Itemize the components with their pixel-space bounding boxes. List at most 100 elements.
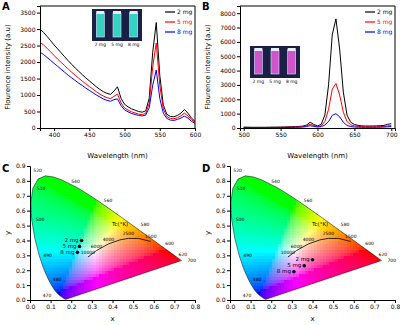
cie-fill-cell	[57, 268, 60, 271]
cie-fill-cell	[75, 226, 78, 229]
cie-fill-cell	[260, 244, 263, 247]
cie-fill-cell	[63, 193, 66, 196]
cie-fill-cell	[245, 175, 248, 178]
cie-fill-cell	[162, 250, 165, 253]
cie-fill-cell	[245, 247, 248, 250]
cie-fill-cell	[105, 229, 108, 232]
cie-fill-cell	[66, 280, 69, 283]
cie-fill-cell	[39, 199, 42, 202]
cie-fill-cell	[63, 277, 66, 280]
spectrum-line	[244, 19, 392, 127]
cie-fill-cell	[96, 223, 99, 226]
cie-fill-cell	[93, 274, 96, 277]
cie-fill-cell	[251, 265, 254, 268]
cie-fill-cell	[45, 193, 48, 196]
cie-fill-cell	[248, 268, 251, 271]
cuvette	[130, 13, 138, 37]
cie-fill-cell	[81, 274, 84, 277]
y-tick: 0.6	[16, 207, 30, 214]
cie-fill-cell	[147, 265, 150, 268]
cie-fill-cell	[272, 220, 275, 223]
cie-fill-cell	[45, 181, 48, 184]
cie-fill-cell	[257, 283, 260, 286]
data-layer	[230, 175, 382, 300]
cie-fill-cell	[114, 235, 117, 238]
y-tick: 1500	[20, 75, 40, 82]
legend-swatch	[165, 21, 175, 22]
cie-fill-cell	[263, 211, 266, 214]
cie-fill-cell	[75, 259, 78, 262]
cie-fill-cell	[114, 268, 117, 271]
cie-fill-cell	[132, 262, 135, 265]
cie-fill-cell	[260, 232, 263, 235]
cie-fill-cell	[239, 247, 242, 250]
inset-label: 8 mg	[286, 79, 298, 84]
cie-fill-cell	[105, 271, 108, 274]
cie-fill-cell	[117, 277, 120, 280]
cie-fill-cell	[60, 184, 63, 187]
cie-fill-cell	[245, 202, 248, 205]
cie-fill-cell	[266, 199, 269, 202]
panel: 4704804905005105205405605806006207001500…	[2, 162, 200, 323]
cie-fill-cell	[248, 241, 251, 244]
cie-fill-cell	[87, 274, 90, 277]
cie-fill-cell	[150, 247, 153, 250]
cie-fill-cell	[254, 259, 257, 262]
wavelength-label: 620	[179, 252, 188, 257]
x-tick-label: 500	[119, 131, 131, 138]
y-tick-label: 1500	[20, 75, 35, 82]
cie-fill-cell	[251, 268, 254, 271]
cie-fill-cell	[57, 223, 60, 226]
cie-fill-cell	[257, 193, 260, 196]
cie-fill-cell	[248, 202, 251, 205]
cie-fill-cell	[45, 175, 48, 178]
cuvette-cap	[113, 11, 121, 14]
cie-fill-cell	[117, 244, 120, 247]
cie-fill-cell	[78, 226, 81, 229]
cie-fill-cell	[84, 208, 87, 211]
cie-fill-cell	[272, 208, 275, 211]
cie-fill-cell	[78, 280, 81, 283]
cie-fill-cell	[153, 256, 156, 259]
cie-fill-cell	[60, 193, 63, 196]
cie-fill-cell	[263, 205, 266, 208]
point-label: 8 mg	[60, 249, 74, 256]
cie-fill-cell	[63, 208, 66, 211]
y-tick-mark	[237, 128, 240, 129]
cie-fill-cell	[66, 202, 69, 205]
cie-fill-cell	[63, 226, 66, 229]
cie-fill-cell	[42, 241, 45, 244]
panel-title: A	[2, 1, 10, 12]
cie-fill-cell	[263, 253, 266, 256]
cie-fill-cell	[84, 235, 87, 238]
legend-label: 8 mg	[177, 28, 193, 36]
cie-fill-cell	[251, 241, 254, 244]
cie-fill-cell	[72, 190, 75, 193]
cie-fill-cell	[45, 247, 48, 250]
cie-fill-cell	[51, 235, 54, 238]
cie-fill-cell	[248, 229, 251, 232]
cie-fill-cell	[108, 226, 111, 229]
cie-fill-cell	[84, 217, 87, 220]
cie-fill-cell	[51, 205, 54, 208]
cie-fill-cell	[90, 229, 93, 232]
cie-fill-cell	[87, 271, 90, 274]
cie-fill-cell	[260, 256, 263, 259]
cie-fill-cell	[57, 226, 60, 229]
cie-fill-cell	[99, 274, 102, 277]
cie-fill-cell	[129, 271, 132, 274]
cie-fill-cell	[81, 211, 84, 214]
cie-fill-cell	[87, 211, 90, 214]
cie-fill-cell	[105, 256, 108, 259]
cie-fill-cell	[69, 187, 72, 190]
cie-fill-cell	[63, 229, 66, 232]
chromaticity-point	[76, 251, 80, 255]
cie-fill-cell	[45, 238, 48, 241]
cie-fill-cell	[266, 229, 269, 232]
cie-fill-cell	[108, 247, 111, 250]
cie-fill-cell	[269, 235, 272, 238]
cie-fill-cell	[135, 235, 138, 238]
cie-fill-cell	[60, 256, 63, 259]
cie-fill-cell	[105, 253, 108, 256]
cie-fill-cell	[54, 271, 57, 274]
